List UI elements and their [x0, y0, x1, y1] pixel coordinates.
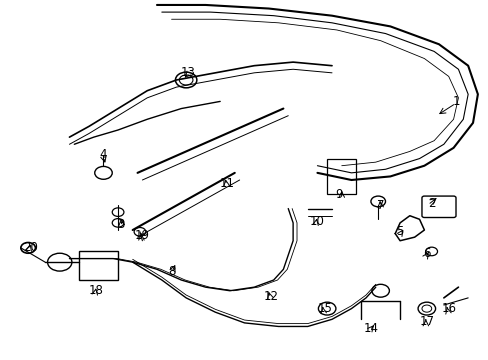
Text: 3: 3 — [117, 218, 124, 231]
Text: 12: 12 — [263, 289, 278, 303]
Text: 11: 11 — [220, 177, 235, 190]
Text: 18: 18 — [89, 284, 103, 297]
Text: 14: 14 — [363, 322, 378, 335]
Text: 7: 7 — [376, 198, 384, 212]
Text: 16: 16 — [440, 302, 455, 315]
Text: 9: 9 — [335, 188, 343, 201]
Text: 8: 8 — [167, 265, 175, 278]
Text: 15: 15 — [317, 302, 331, 315]
Text: 4: 4 — [100, 148, 107, 162]
Text: 17: 17 — [419, 315, 433, 328]
Text: 2: 2 — [427, 197, 434, 210]
Text: 5: 5 — [396, 225, 403, 238]
Text: 13: 13 — [181, 66, 196, 79]
Text: 6: 6 — [422, 247, 430, 260]
Text: 1: 1 — [451, 95, 459, 108]
Text: 19: 19 — [135, 229, 150, 242]
Text: 10: 10 — [309, 215, 324, 228]
Text: 20: 20 — [23, 241, 38, 255]
